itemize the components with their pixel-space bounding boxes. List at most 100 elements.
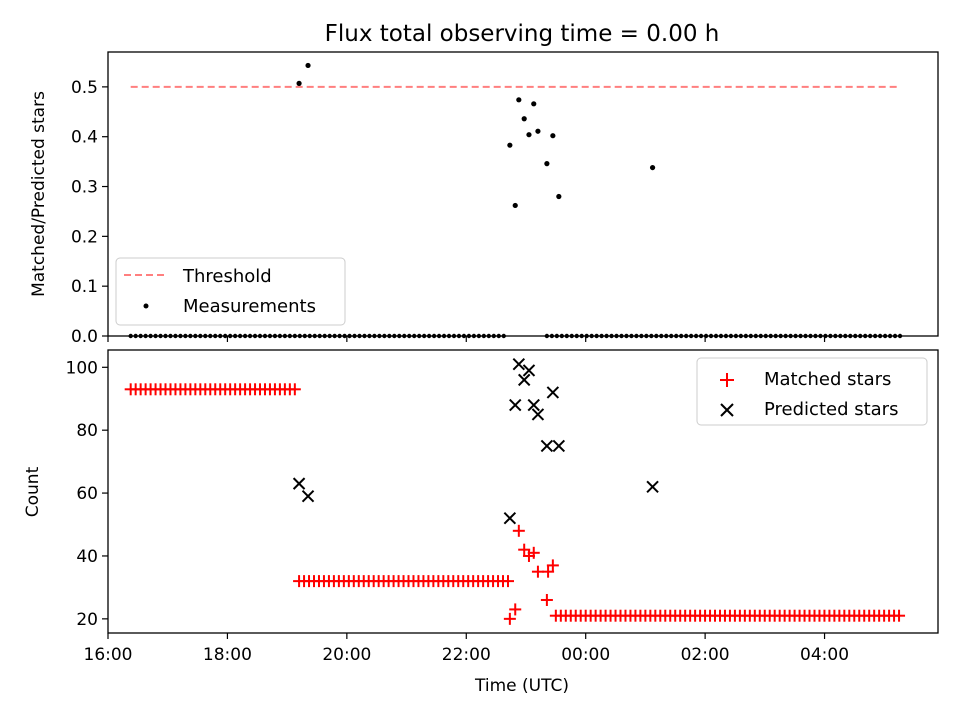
measurement-point (763, 333, 768, 339)
top-marks (128, 62, 903, 339)
measurement-point (198, 333, 203, 339)
bottom-y-axis-label: Count (23, 466, 43, 517)
matched-star-point (501, 575, 514, 588)
predicted-star-point (301, 490, 315, 503)
measurement-point (218, 333, 223, 339)
measurement-point (312, 333, 317, 339)
measurement-point (887, 333, 893, 339)
measurement-point (471, 333, 477, 339)
measurement-point (305, 62, 311, 69)
measurement-point (436, 333, 442, 339)
measurement-point (461, 333, 467, 339)
measurement-point (664, 333, 669, 339)
legend-matched-swatch (720, 373, 734, 387)
matched-star-point (518, 543, 531, 556)
measurement-point (441, 333, 447, 339)
measurement-point (678, 333, 684, 339)
measurement-point (698, 333, 704, 339)
measurement-point (858, 333, 863, 339)
measurement-point (421, 333, 427, 339)
x-b (292, 477, 306, 490)
measurement-point (302, 333, 307, 339)
bottom-x-tick-label: 20:00 (322, 645, 371, 665)
measurement-point (877, 333, 883, 339)
legend-predicted-swatch (720, 403, 734, 417)
bottom-legend-box (696, 357, 928, 426)
measurement-point (708, 333, 714, 339)
predicted-star-point (531, 408, 545, 421)
measurement-point (521, 116, 527, 122)
measurement-point (287, 333, 293, 339)
x-b (527, 398, 540, 412)
measurement-point (556, 193, 562, 200)
measurement-point (252, 333, 258, 339)
measurement-point (584, 333, 589, 339)
measurement-point (272, 333, 278, 339)
measurement-point (808, 333, 813, 339)
measurement-point (535, 128, 541, 134)
x-b (531, 408, 545, 421)
measurement-point (512, 202, 518, 209)
matched-star-point (893, 609, 906, 622)
bottom-panel: 20 40 60 80 100 16:00 18:00 20:00 22:00 00:00 02:… (23, 349, 939, 696)
measurement-point (362, 333, 367, 339)
measurement-point (407, 333, 412, 339)
measurement-point (282, 333, 288, 339)
measurement-point (768, 333, 773, 339)
predicted-star-point (503, 512, 517, 525)
legend-matched-label: Matched stars (764, 369, 891, 390)
measurement-point (733, 333, 739, 339)
matched-star-point (540, 593, 553, 606)
bottom-x-tick-label: 18:00 (203, 645, 252, 665)
measurement-point (688, 333, 694, 339)
top-panel: 0.0 0.1 0.2 0.3 0.4 0.5 Matched/Predicted sta… (29, 51, 939, 347)
measurement-point (292, 333, 298, 339)
matched-star-point (527, 546, 540, 559)
measurement-point (783, 333, 788, 339)
measurement-point (614, 333, 619, 339)
measurement-point (723, 333, 729, 339)
measurement-point (128, 333, 133, 339)
measurement-point (882, 333, 888, 339)
measurement-point (574, 333, 579, 339)
measurement-point (683, 333, 689, 339)
measurement-point (599, 333, 604, 339)
legend-measurements-swatch (143, 303, 149, 309)
measurement-point (843, 333, 848, 339)
top-y-tick-label: 0.0 (71, 327, 98, 347)
bottom-y-tick-label: 60 (76, 484, 98, 504)
measurement-point (693, 333, 699, 339)
measurement-point (624, 333, 629, 339)
top-y-ticks: 0.0 0.1 0.2 0.3 0.4 0.5 (71, 78, 108, 347)
measurement-point (753, 333, 758, 339)
measurement-point (609, 333, 614, 339)
matched-star-point (546, 559, 559, 572)
bottom-x-tick-label: 00:00 (561, 645, 610, 665)
measurement-point (526, 132, 532, 138)
measurement-point (634, 333, 639, 339)
measurement-point (357, 333, 362, 339)
matched-star-point (288, 383, 301, 396)
measurement-point (476, 333, 482, 339)
measurement-point (644, 333, 649, 339)
measurement-point (133, 333, 138, 339)
measurement-point (446, 333, 452, 339)
measurement-point (569, 333, 574, 339)
measurement-point (242, 333, 248, 339)
measurement-point (649, 164, 656, 171)
measurement-point (153, 333, 158, 339)
x-b (552, 439, 566, 453)
top-y-tick-label: 0.3 (71, 178, 98, 198)
measurement-point (549, 333, 555, 339)
measurement-point (387, 333, 392, 339)
predicted-star-point (517, 373, 531, 387)
top-panel-frame (107, 51, 939, 337)
measurement-point (377, 333, 382, 339)
x-b (522, 364, 536, 377)
measurement-point (232, 333, 238, 339)
measurement-point (833, 333, 838, 339)
measurement-point (397, 333, 402, 339)
matched-star-point (509, 603, 522, 616)
measurement-point (466, 333, 472, 339)
legend-measurements-label: Measurements (183, 296, 316, 317)
